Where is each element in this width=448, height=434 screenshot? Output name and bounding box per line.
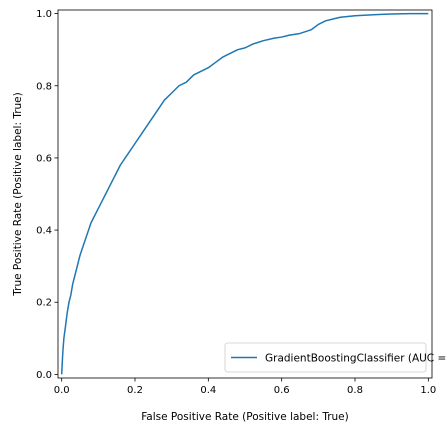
y-tick-label: 0.4 [36, 226, 52, 237]
y-tick-label: 0.2 [36, 298, 52, 309]
x-ticks: 0.0 0.2 0.4 0.6 0.8 1.0 [54, 378, 436, 396]
y-tick-label: 0.6 [36, 153, 52, 164]
plot-frame [57, 9, 433, 379]
legend-label: GradientBoostingClassifier (AUC = 0.81) [265, 353, 448, 365]
x-tick-label: 0.6 [274, 385, 290, 396]
y-tick-label: 0.8 [36, 81, 52, 92]
axes-layer [57, 9, 433, 379]
y-tick-label: 0.0 [36, 370, 52, 381]
roc-curve-line-0 [60, 12, 429, 375]
y-axis-label: True Positive Rate (Positive label: True… [12, 92, 24, 296]
x-tick-label: 0.4 [200, 385, 216, 396]
x-tick-label: 0.0 [54, 385, 70, 396]
x-tick-label: 0.8 [347, 385, 363, 396]
legend-box [224, 342, 427, 373]
y-ticks: 0.0 0.2 0.4 0.6 0.8 1.0 [36, 9, 58, 381]
x-axis-label: False Positive Rate (Positive label: Tru… [141, 411, 349, 423]
legend: GradientBoostingClassifier (AUC = 0.81) [224, 342, 448, 373]
x-tick-label: 1.0 [420, 385, 436, 396]
plot-area [58, 10, 432, 378]
x-tick-label: 0.2 [127, 385, 143, 396]
curve-layer [60, 12, 429, 375]
y-tick-label: 1.0 [36, 9, 52, 20]
